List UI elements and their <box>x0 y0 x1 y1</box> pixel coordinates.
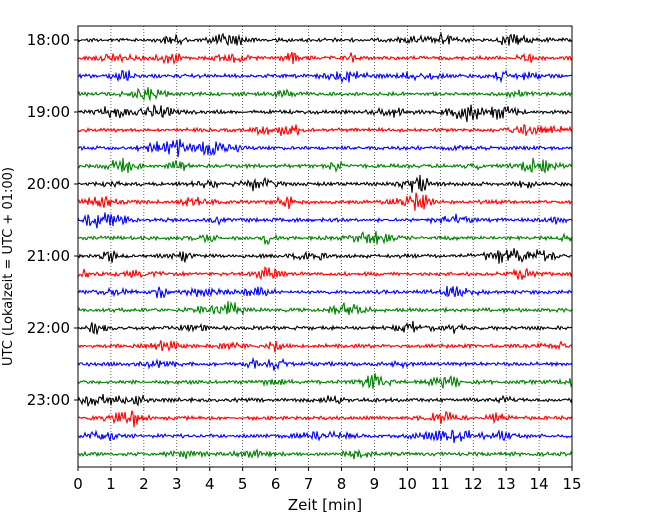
seismic-trace <box>77 104 573 123</box>
x-tick-label: 5 <box>238 475 248 493</box>
x-tick-label: 12 <box>464 475 483 493</box>
x-tick-label: 8 <box>337 475 347 493</box>
y-tick-label: 19:00 <box>27 103 70 121</box>
x-tick-label: 15 <box>562 475 581 493</box>
y-tick-label: 20:00 <box>27 175 70 193</box>
seismic-trace <box>77 157 573 175</box>
seismic-traces <box>77 31 573 460</box>
y-tick-label: 22:00 <box>27 319 70 337</box>
seismic-trace <box>77 301 573 317</box>
seismic-trace <box>77 138 573 158</box>
x-tick-label: 7 <box>304 475 314 493</box>
plot-frame <box>77 25 573 468</box>
seismic-trace <box>77 320 573 335</box>
seismic-trace <box>77 248 573 264</box>
seismic-trace <box>77 356 573 371</box>
x-tick-label: 0 <box>73 475 83 493</box>
y-tick-label: 23:00 <box>27 391 70 409</box>
x-tick-label: 1 <box>106 475 116 493</box>
x-axis-ticks: 0 1 2 3 4 5 6 7 8 9 10 11 12 13 14 15 <box>73 467 582 493</box>
x-axis-label: Zeit [min] <box>288 496 362 514</box>
seismic-trace <box>77 192 573 211</box>
seismic-trace <box>77 51 573 65</box>
seismic-trace <box>77 87 573 102</box>
x-tick-label: 11 <box>431 475 450 493</box>
x-tick-label: 2 <box>139 475 149 493</box>
seismic-trace <box>77 429 573 444</box>
x-tick-label: 4 <box>205 475 215 493</box>
seismic-trace <box>78 69 573 84</box>
seismic-trace <box>77 266 573 281</box>
y-axis-ticks: 18:00 19:00 20:00 21:00 22:00 23:00 <box>27 31 78 409</box>
y-tick-label: 18:00 <box>27 31 70 49</box>
seismic-trace <box>77 212 573 229</box>
seismic-trace <box>77 410 573 428</box>
y-axis-label: UTC (Lokalzeit = UTC + 01:00) <box>1 167 16 366</box>
x-tick-label: 3 <box>172 475 182 493</box>
x-tick-label: 14 <box>530 475 549 493</box>
seismic-trace <box>77 285 573 299</box>
seismic-trace <box>77 448 573 460</box>
y-tick-label: 21:00 <box>27 247 70 265</box>
x-tick-label: 6 <box>271 475 281 493</box>
seismic-trace <box>77 174 573 193</box>
seismic-trace <box>77 373 573 390</box>
x-tick-label: 9 <box>370 475 380 493</box>
seismic-trace <box>77 123 573 137</box>
seismic-trace <box>77 31 573 47</box>
seismic-trace <box>77 231 573 246</box>
seismic-trace <box>77 340 573 353</box>
x-tick-label: 13 <box>497 475 516 493</box>
seismic-trace <box>77 393 573 407</box>
x-tick-label: 10 <box>398 475 417 493</box>
